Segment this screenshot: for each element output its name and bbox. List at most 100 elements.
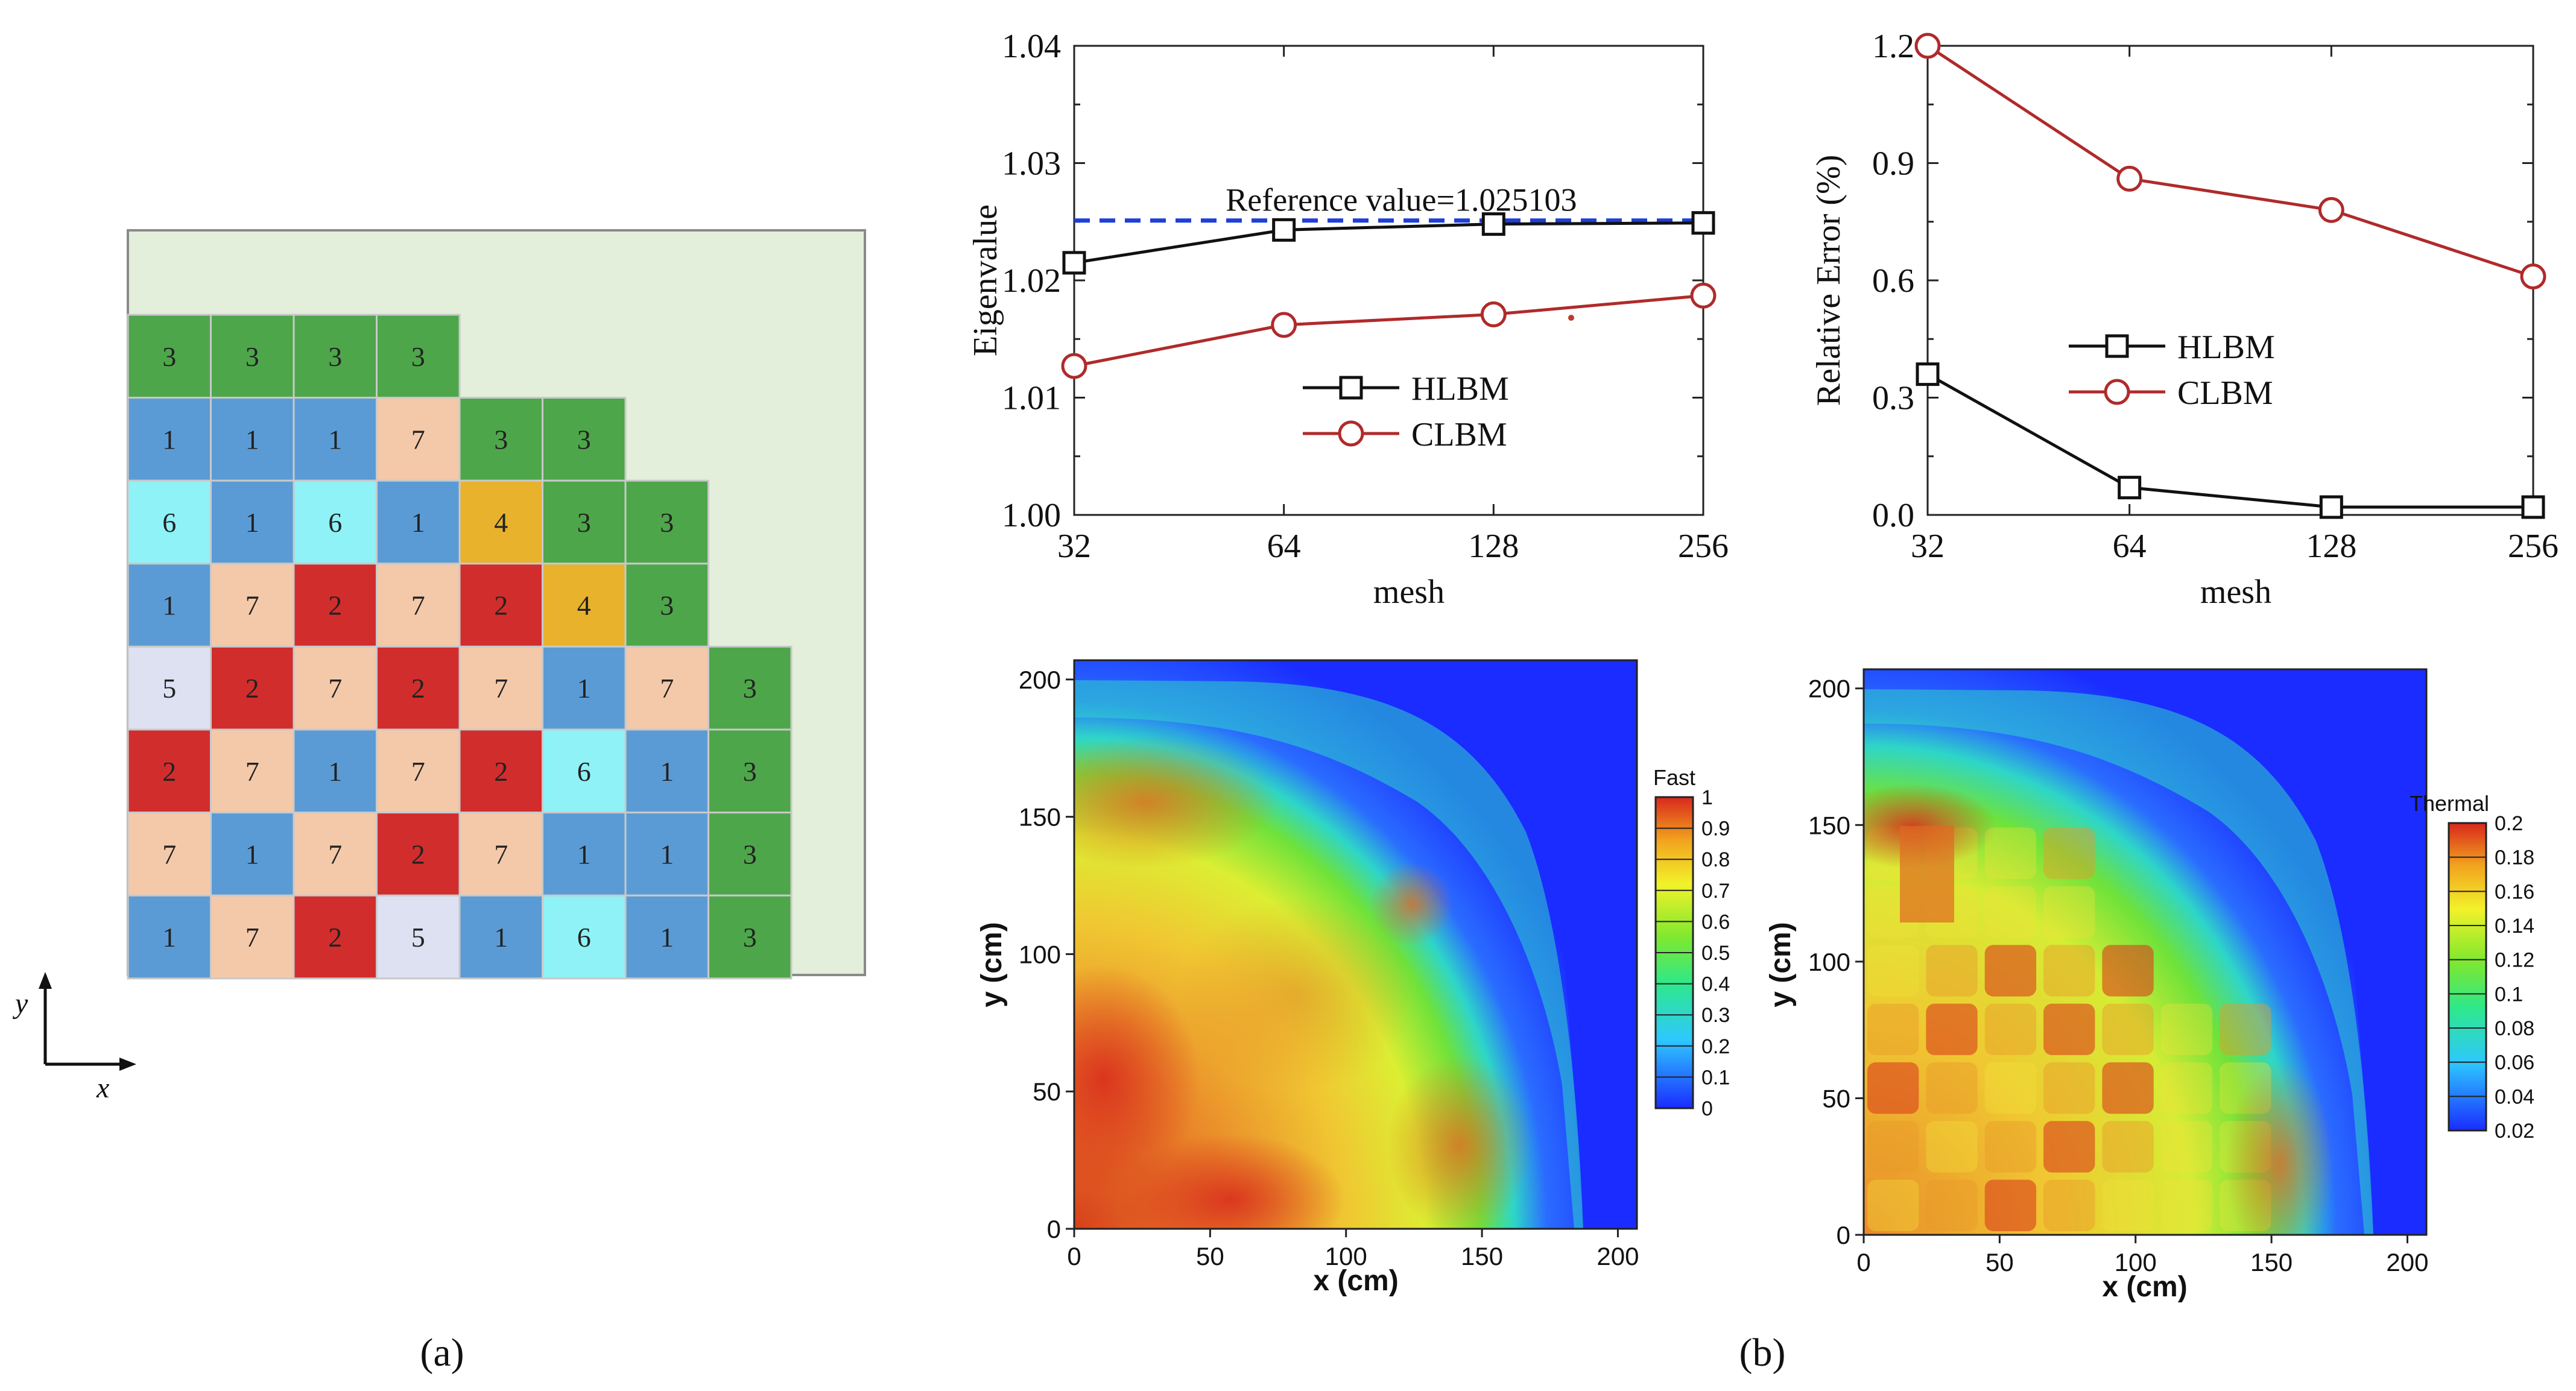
stray-mark bbox=[1568, 315, 1574, 321]
core-cell bbox=[376, 894, 461, 980]
thermal-assembly-tile bbox=[1867, 1121, 1919, 1173]
panel-label-a: (a) bbox=[420, 1331, 464, 1375]
core-cell-label: 2 bbox=[411, 673, 425, 704]
core-cell-label: 3 bbox=[743, 839, 757, 869]
core-cell-label: 5 bbox=[162, 673, 176, 704]
core-cell-label: 3 bbox=[743, 756, 757, 787]
core-cell-label: 7 bbox=[411, 590, 425, 621]
x-tick-label: 150 bbox=[1461, 1242, 1503, 1270]
legend-marker bbox=[1339, 376, 1363, 400]
core-cell-label: 2 bbox=[245, 673, 259, 704]
colorbar-tick-label: 0 bbox=[1701, 1097, 1713, 1120]
data-point-hlbm bbox=[2319, 495, 2343, 519]
y-tick-label: 0.6 bbox=[1872, 262, 1914, 300]
core-cell-label: 7 bbox=[494, 839, 508, 869]
core-cell-label: 3 bbox=[494, 424, 508, 455]
data-point-hlbm bbox=[2521, 495, 2545, 519]
y-axis-label: y (cm) bbox=[1765, 922, 1797, 1007]
core-cell-label: 6 bbox=[162, 507, 176, 538]
y-tick-label: 50 bbox=[1822, 1084, 1850, 1112]
x-tick-label: 0 bbox=[1856, 1248, 1870, 1276]
core-cell bbox=[293, 479, 378, 565]
y-tick-label: 1.01 bbox=[1002, 380, 1061, 417]
core-cell-label: 3 bbox=[577, 424, 591, 455]
colorbar bbox=[2448, 822, 2487, 1132]
legend-label: CLBM bbox=[1411, 416, 1507, 453]
colorbar-tick-label: 0.2 bbox=[2495, 812, 2523, 835]
core-cell-label: 2 bbox=[494, 590, 508, 621]
thermal-assembly-tile bbox=[2043, 1121, 2095, 1173]
data-point-clbm bbox=[1690, 282, 1717, 309]
core-cell-label: 1 bbox=[245, 507, 259, 538]
core-cell-label: 7 bbox=[660, 673, 674, 704]
thermal-assembly-tile bbox=[2043, 945, 2095, 997]
core-cell-label: 7 bbox=[328, 673, 342, 704]
core-cell bbox=[293, 728, 378, 814]
y-tick-label: 50 bbox=[1033, 1077, 1061, 1106]
core-cell bbox=[293, 397, 378, 482]
x-axis-label: mesh bbox=[2200, 573, 2271, 611]
x-tick-label: 100 bbox=[2115, 1248, 2157, 1276]
reference-label: Reference value=1.025103 bbox=[1226, 182, 1577, 218]
x-axis-label: x (cm) bbox=[2102, 1271, 2187, 1303]
x-axis-label: x (cm) bbox=[1313, 1265, 1398, 1297]
legend-marker bbox=[2104, 379, 2130, 405]
thermal-assembly-tile bbox=[1926, 1121, 1978, 1173]
plot-frame bbox=[1073, 659, 1638, 1230]
y-axis-label: Relative Error (%) bbox=[1810, 155, 1847, 406]
core-cell bbox=[376, 645, 461, 731]
x-tick-label: 150 bbox=[2250, 1248, 2293, 1276]
x-tick-label: 64 bbox=[2113, 528, 2147, 565]
core-cell bbox=[624, 479, 709, 565]
thermal-assembly-tile bbox=[1926, 945, 1978, 997]
colorbar-tick-label: 0.14 bbox=[2495, 915, 2534, 938]
core-cell-label: 2 bbox=[328, 590, 342, 621]
core-cell-label: 3 bbox=[411, 341, 425, 372]
core-cell bbox=[624, 894, 709, 980]
thermal-assembly-tile bbox=[1867, 945, 1919, 997]
core-cell-label: 4 bbox=[577, 590, 591, 621]
data-point-clbm bbox=[1480, 301, 1507, 327]
legend-marker bbox=[2105, 334, 2129, 358]
data-point-hlbm bbox=[1481, 212, 1505, 236]
core-cell bbox=[458, 563, 543, 648]
axis-label-y: y bbox=[12, 988, 28, 1020]
core-cell bbox=[293, 563, 378, 648]
core-cell-label: 7 bbox=[328, 839, 342, 869]
core-cell bbox=[127, 479, 212, 565]
eigenvalue-chart: 32 64 128 256 1.00 1.01 1.02 1.03 1.04 Reference… bbox=[967, 28, 1729, 611]
axis-indicator: y x bbox=[12, 972, 136, 1104]
core-cell-label: 3 bbox=[743, 922, 757, 953]
data-point-hlbm bbox=[1062, 251, 1086, 275]
thermal-assembly-tile bbox=[2160, 1179, 2213, 1231]
series-line-hlbm bbox=[1074, 221, 1704, 265]
core-cell bbox=[210, 645, 295, 731]
core-cell-label: 6 bbox=[577, 922, 591, 953]
core-cell-label: 1 bbox=[660, 756, 674, 787]
data-point-hlbm bbox=[1916, 362, 1940, 386]
y-tick-label: 1.04 bbox=[1002, 28, 1061, 65]
core-cell bbox=[210, 812, 295, 897]
y-tick-label: 0.3 bbox=[1872, 380, 1914, 417]
core-cell-label: 4 bbox=[494, 507, 508, 538]
core-cell-label: 3 bbox=[162, 341, 176, 372]
colorbar-tick-label: 0.1 bbox=[2495, 983, 2523, 1006]
data-point-clbm bbox=[1271, 312, 1297, 338]
colorbar-tick-label: 0.5 bbox=[1701, 942, 1730, 965]
core-cell-label: 3 bbox=[743, 673, 757, 704]
core-cell-label: 1 bbox=[577, 673, 591, 704]
core-cell-label: 3 bbox=[328, 341, 342, 372]
legend-label: CLBM bbox=[2177, 374, 2273, 412]
core-cell bbox=[376, 563, 461, 648]
core-cell-label: 1 bbox=[162, 590, 176, 621]
core-cell-label: 6 bbox=[577, 756, 591, 787]
data-point-clbm bbox=[1914, 33, 1941, 59]
colorbar-tick-label: 0.16 bbox=[2495, 880, 2534, 903]
y-tick-label: 0 bbox=[1837, 1221, 1850, 1249]
x-tick-label: 200 bbox=[1597, 1242, 1639, 1270]
thermal-assembly-tile bbox=[2220, 1003, 2271, 1055]
data-point-hlbm bbox=[2118, 476, 2142, 500]
core-cell bbox=[127, 563, 212, 648]
x-tick-label: 32 bbox=[1057, 528, 1091, 565]
